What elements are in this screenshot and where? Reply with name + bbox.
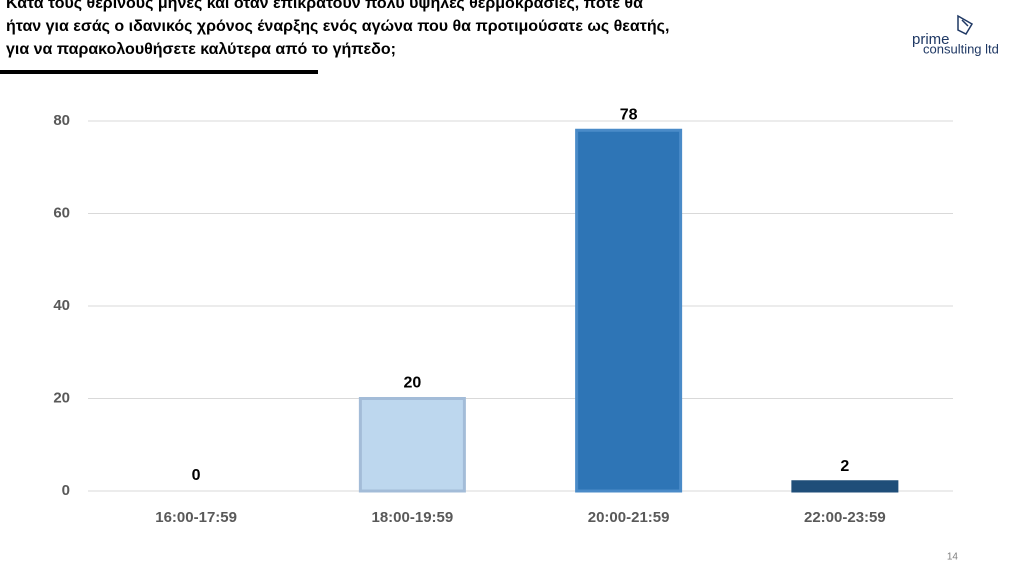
y-tick-label: 0 <box>62 482 70 499</box>
bar <box>791 480 899 493</box>
x-tick-label: 20:00-21:59 <box>588 509 670 526</box>
logo-subtitle: consulting ltd <box>923 41 999 56</box>
value-label: 0 <box>192 467 201 484</box>
y-tick-label: 80 <box>53 112 70 129</box>
value-label: 20 <box>403 375 421 392</box>
page-number: 14 <box>947 552 959 563</box>
y-tick-label: 40 <box>53 297 70 314</box>
bar <box>358 397 466 493</box>
bar <box>575 128 683 493</box>
y-tick-label: 20 <box>53 389 70 406</box>
y-tick-label: 60 <box>53 204 70 221</box>
value-label: 2 <box>840 458 849 475</box>
value-label: 78 <box>620 106 638 123</box>
x-tick-label: 22:00-23:59 <box>804 509 886 526</box>
x-tick-label: 18:00-19:59 <box>372 509 454 526</box>
chart-title: Κατά τους θερινούς μήνες και όταν επικρα… <box>6 0 670 58</box>
x-tick-label: 16:00-17:59 <box>155 509 237 526</box>
logo-name: prime <box>912 31 950 48</box>
title-underline <box>0 70 318 74</box>
logo-icon <box>957 14 974 35</box>
